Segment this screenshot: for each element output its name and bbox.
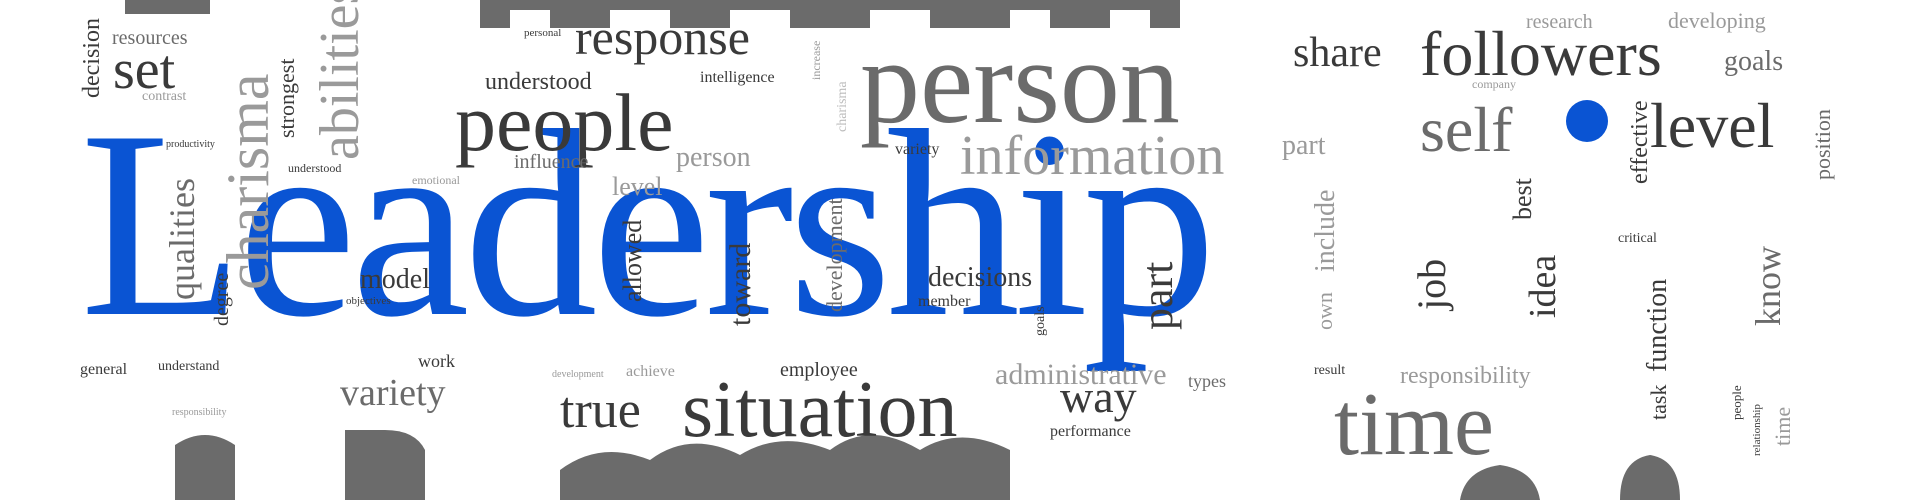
word-charisma: charisma [215,73,281,290]
word-best: best [1508,178,1537,220]
word-idea: idea [1522,254,1564,318]
word-strongest: strongest [274,58,299,138]
word-performance: performance [1050,423,1131,440]
word-time: time [1334,375,1494,474]
word-set: set [113,39,176,101]
word-function: function [1642,278,1673,372]
cropped-bottom-right2 [1620,455,1680,500]
word-qualities: qualities [162,178,202,300]
cropped-bottom-group [560,435,1010,500]
word-information: information [960,125,1225,187]
word-part: part [1133,261,1182,330]
word-abilities: abilities [309,0,371,160]
word-include: include [1310,189,1341,272]
word-company: company [1472,77,1516,91]
cropped-bottom-right [1460,465,1540,500]
word-charisma-small: charisma [835,81,850,132]
cropped-top-word [480,0,1180,28]
cropped-bottom-left [175,435,235,500]
word-objectives: objectives [346,295,391,307]
word-effective: effective [1627,100,1653,185]
word-level: level [1650,90,1775,161]
word-decisions: decisions [928,262,1033,293]
cropped-bottom-left2 [345,430,425,500]
word-variety-small: variety [895,141,940,158]
word-true: true [560,382,641,439]
word-response: response [575,9,750,65]
word-responsibility-small: responsibility [172,407,227,418]
word-emotional: emotional [412,173,460,187]
word-research: research [1526,11,1593,33]
word-followers: followers [1420,18,1662,89]
word-result: result [1314,363,1346,378]
word-development: development [822,198,847,312]
word-work: work [418,351,455,371]
word-understand: understand [158,359,220,374]
word-position: position [1810,109,1835,180]
word-people-small: people [1729,385,1744,420]
word-development-small: development [552,369,604,380]
word-model: model [360,264,430,295]
word-variety: variety [340,372,446,414]
word-know: know [1748,246,1788,326]
word-achieve: achieve [626,363,675,380]
word-self: self [1420,94,1513,165]
word-intelligence: intelligence [700,69,775,86]
word-person: person [860,15,1180,148]
word-people: people [455,77,674,168]
word-allowed: allowed [618,219,647,302]
word-resources: resources [112,27,188,49]
word-understood-small: understood [288,161,342,175]
word-goals: goals [1724,46,1784,77]
word-toward: toward [724,242,757,326]
word-developing: developing [1668,8,1766,33]
word-responsibility: responsibility [1400,363,1531,389]
word-influence: influence [514,151,589,173]
cropped-top-blob [125,0,210,14]
word-situation: situation [682,366,958,454]
word-job: job [1409,258,1454,310]
word-employee: employee [780,359,858,381]
word-administrative: administrative [995,358,1167,391]
word-degree: degree [211,272,233,326]
word-understood: understood [485,69,592,95]
word-own: own [1312,292,1337,330]
word-decision: decision [79,18,105,98]
word-part-small: part [1282,130,1326,161]
word-contrast: contrast [142,89,187,104]
word-task: task [1646,384,1671,420]
main-word: Leadership [80,75,1217,372]
word-time-small: time [1770,406,1795,446]
word-critical: critical [1618,231,1657,246]
word-relationship: relationship [1751,404,1763,456]
word-person-small: person [676,142,751,173]
word-goals-small: goals [1033,306,1048,336]
i-dot-decoration [1566,100,1608,142]
word-general: general [80,361,128,378]
word-personal: personal [524,27,562,39]
word-member: member [918,293,971,310]
word-types: types [1188,371,1226,391]
word-level-small: level [612,172,663,201]
word-productivity: productivity [166,139,215,150]
word-share: share [1293,30,1382,76]
word-way: way [1060,371,1137,422]
word-increase: increase [809,40,823,80]
